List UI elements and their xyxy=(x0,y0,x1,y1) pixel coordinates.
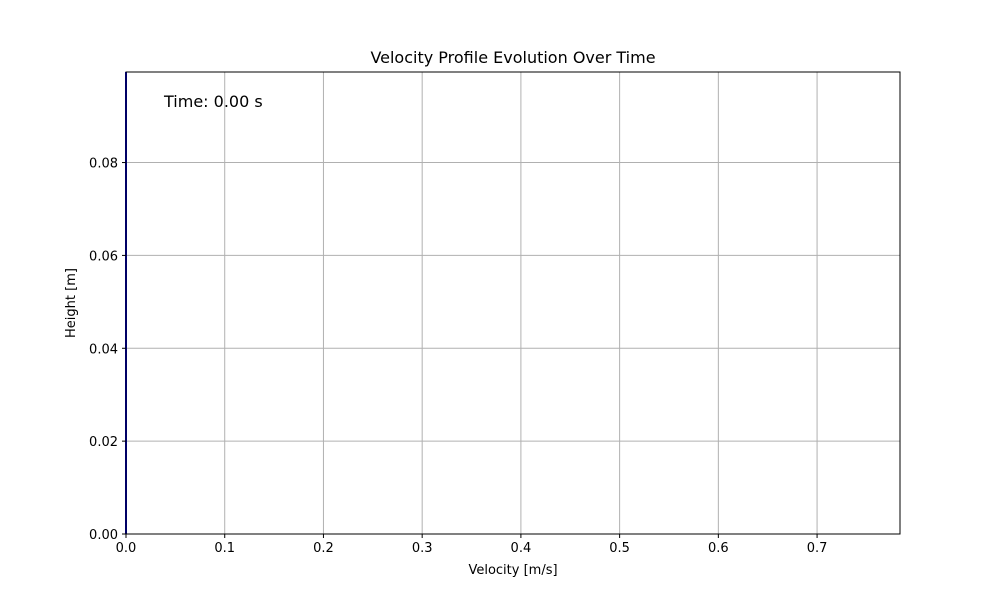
x-tick-label: 0.0 xyxy=(116,541,137,556)
y-tick-label: 0.02 xyxy=(89,435,118,450)
y-axis-title: Height [m] xyxy=(64,268,79,338)
x-tick-label: 0.5 xyxy=(609,541,630,556)
axis-ticks: 0.0 0.1 0.2 0.3 0.4 0.5 0.6 0.7 0.00 0.02 0.04 0.06… xyxy=(89,157,827,556)
x-tick-label: 0.2 xyxy=(313,541,334,556)
x-axis-title: Velocity [m/s] xyxy=(468,563,557,578)
y-tick-label: 0.04 xyxy=(89,342,118,357)
x-tick-label: 0.7 xyxy=(807,541,828,556)
chart-title: Velocity Profile Evolution Over Time xyxy=(370,48,655,67)
plot-frame xyxy=(125,71,901,535)
x-tick-label: 0.1 xyxy=(214,541,235,556)
x-tick-label: 0.4 xyxy=(511,541,532,556)
y-tick-label: 0.00 xyxy=(89,528,118,543)
x-tick-label: 0.6 xyxy=(708,541,729,556)
y-tick-label: 0.08 xyxy=(89,157,118,172)
y-tick-label: 0.06 xyxy=(89,249,118,264)
x-tick-label: 0.3 xyxy=(412,541,433,556)
time-annotation: Time: 0.00 s xyxy=(163,92,263,111)
plot-area xyxy=(126,72,900,534)
